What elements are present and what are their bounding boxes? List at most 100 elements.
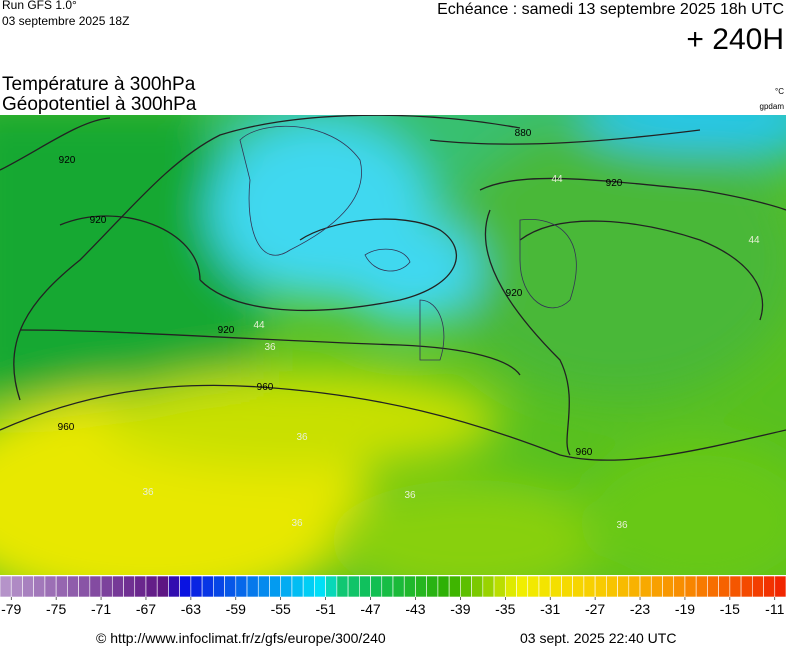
colorbar-cell: [22, 575, 34, 598]
colorbar-cell: [156, 575, 169, 598]
colorbar-cell: [291, 575, 304, 598]
colorbar-cell: [336, 575, 349, 598]
colorbar-cell: [100, 575, 113, 598]
colorbar-cell: [224, 575, 237, 598]
contour-label: 880: [515, 128, 532, 139]
colorbar-cell: [381, 575, 394, 598]
contour-label: 36: [404, 490, 416, 501]
contour-label: 920: [506, 288, 523, 299]
colorbar-cell: [516, 575, 529, 598]
colorbar-cell: [370, 575, 383, 598]
colorbar-cell: [89, 575, 102, 598]
contour-label: 44: [551, 174, 563, 185]
colorbar-cell: [650, 575, 663, 598]
colorbar-label: -31: [540, 601, 560, 617]
colorbar-cell: [448, 575, 461, 598]
colorbar-cell: [145, 575, 158, 598]
contour-label: 960: [58, 422, 75, 433]
colorbar-label: -39: [450, 601, 470, 617]
colorbar-cell: [359, 575, 371, 598]
colorbar-cell: [403, 575, 416, 598]
contour-label: 36: [291, 518, 303, 529]
colorbar-label: -55: [271, 601, 291, 617]
colorbar-cell: [504, 575, 517, 598]
colorbar-cell: [718, 575, 731, 598]
colorbar-cell: [280, 575, 293, 598]
colorbar-cell: [426, 575, 439, 598]
colorbar-label: -15: [720, 601, 740, 617]
contour-label: 36: [296, 432, 308, 443]
colorbar-cell: [123, 575, 136, 598]
contour-label: 960: [576, 447, 593, 458]
colorbar-label: -71: [91, 601, 111, 617]
contour-label: 920: [606, 178, 623, 189]
colorbar-label: -79: [1, 601, 21, 617]
colorbar-cell: [302, 575, 315, 598]
colorbar-cell: [684, 575, 697, 598]
colorbar-label: -51: [316, 601, 336, 617]
colorbar-cell: [493, 575, 506, 598]
colorbar-cell: [190, 575, 203, 598]
contour-labels: 920 920 920 920 920 880 960 960 960 44 44 44 36 36 36 3…: [58, 128, 760, 531]
lead-time: + 240H: [686, 23, 784, 56]
colorbar-cell: [617, 575, 630, 598]
colorbar-cell: [392, 575, 405, 598]
colorbar-cell: [774, 575, 786, 598]
colorbar-label: -27: [585, 601, 605, 617]
colorbar-cell: [707, 575, 719, 598]
contour-label: 44: [748, 235, 760, 246]
run-date: 03 septembre 2025 18Z: [2, 14, 129, 28]
colorbar-cell: [111, 575, 124, 598]
colorbar-cell: [482, 575, 495, 598]
colorbar-cell: [673, 575, 686, 598]
colorbar-cell: [347, 575, 360, 598]
coastlines: [239, 125, 577, 361]
colorbar-cell: [729, 575, 742, 598]
colorbar-label: -11: [765, 601, 784, 617]
colorbar-cell: [628, 575, 641, 598]
colorbar-cell: [471, 575, 484, 598]
colorbar-cell: [213, 575, 225, 598]
colorbar-cell: [606, 575, 618, 598]
colorbar-label: -59: [226, 601, 246, 617]
colorbar-cell: [314, 575, 326, 598]
contour-label: 920: [90, 215, 107, 226]
colorbar-cell: [437, 575, 450, 598]
source-url: © http://www.infoclimat.fr/z/gfs/europe/…: [96, 630, 386, 646]
colorbar-cell: [572, 575, 585, 598]
colorbar-cell: [134, 575, 147, 598]
valid-time: Echéance : samedi 13 septembre 2025 18h …: [437, 1, 784, 18]
contour-label: 960: [257, 382, 274, 393]
run-label: Run GFS 1.0°: [2, 0, 77, 12]
colorbar-cell: [740, 575, 753, 598]
colorbar-label: -43: [405, 601, 425, 617]
colorbar-cell: [168, 575, 180, 598]
colorbar-cell: [201, 575, 214, 598]
contour-label: 920: [218, 325, 235, 336]
colorbar-cell: [33, 575, 46, 598]
contour-label: 36: [616, 520, 628, 531]
colorbar-cell: [0, 575, 12, 598]
colorbar-label: -47: [360, 601, 380, 617]
colorbar-cell: [269, 575, 282, 598]
colorbar-cell: [594, 575, 607, 598]
colorbar-cell: [325, 575, 338, 598]
contour-label: 36: [142, 487, 154, 498]
colorbar-label: -63: [181, 601, 201, 617]
colorbar: -79 -75 -71 -67 -63 -59 -55 -51 -47 -43 -39 -35 -31 -…: [0, 575, 786, 617]
colorbar-cell: [752, 575, 764, 598]
colorbar-label: -19: [675, 601, 695, 617]
map-title: Géopotentiel à 300hPa: [2, 94, 197, 115]
colorbar-cell: [561, 575, 573, 598]
colorbar-cell: [695, 575, 708, 598]
colorbar-cell: [460, 575, 472, 598]
temperature-field: [0, 115, 786, 575]
colorbar-cell: [639, 575, 652, 598]
contour-label: 44: [253, 320, 265, 331]
colorbar-label: -35: [495, 601, 515, 617]
colorbar-cell: [527, 575, 540, 598]
colorbar-cell: [538, 575, 551, 598]
colorbar-cell: [78, 575, 91, 598]
colorbar-label: -67: [136, 601, 156, 617]
